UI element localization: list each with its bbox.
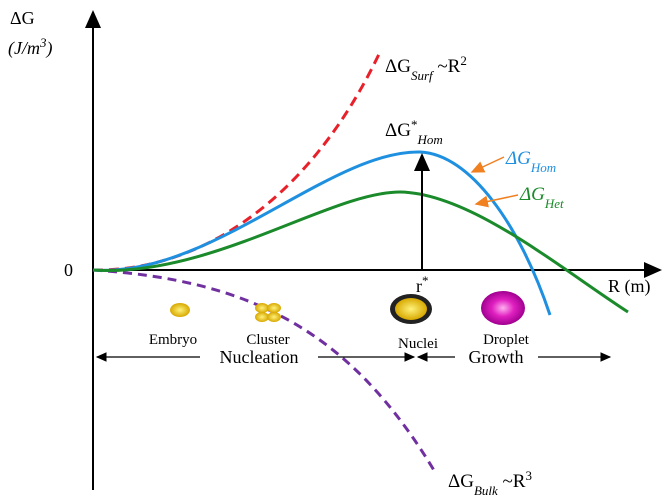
hom-curve <box>92 150 552 316</box>
cluster-icon <box>255 303 281 322</box>
het-sub: Het <box>544 196 564 211</box>
stage-label: Cluster <box>246 332 289 348</box>
hom-base: ΔG <box>505 148 531 169</box>
droplet-icon <box>481 291 525 325</box>
hom-label: ΔGHom <box>505 148 556 175</box>
surf-rest: ~R <box>433 56 461 77</box>
bulk-sub: Bulk <box>474 483 498 496</box>
x-label: R (m) <box>608 276 651 297</box>
r-star: r* <box>416 273 429 297</box>
surface-curve <box>92 51 382 272</box>
y-unit-open: (J/m <box>8 38 40 59</box>
barrier-sup: * <box>411 117 418 132</box>
nuclei-icon <box>390 294 432 324</box>
r-sup: * <box>422 273 429 288</box>
het-base: ΔG <box>519 184 545 205</box>
surf-sup: 2 <box>460 53 467 68</box>
origin-label: 0 <box>64 260 73 280</box>
surf-label: ΔGSurf ~R2 <box>385 53 467 83</box>
stage-label: Droplet <box>483 332 530 348</box>
surf-base: ΔG <box>385 56 411 77</box>
stage-label: Embryo <box>149 332 197 348</box>
y-unit: (J/m3) <box>8 35 52 60</box>
y-unit-close: ) <box>45 38 52 59</box>
hom-sub: Hom <box>530 160 556 175</box>
bulk-rest: ~R <box>498 471 526 492</box>
phase-label: Growth <box>469 347 524 367</box>
bulk-curve <box>92 268 437 473</box>
het-label: ΔGHet <box>519 184 564 211</box>
surf-sub: Surf <box>411 68 435 83</box>
stage-label: Nuclei <box>398 336 438 352</box>
barrier-label: ΔG*Hom <box>385 117 443 147</box>
bulk-sup: 3 <box>525 468 532 483</box>
het-curve <box>92 190 629 314</box>
bulk-base: ΔG <box>448 471 474 492</box>
y-label: ΔG <box>10 8 35 28</box>
y-unit-sup: 3 <box>39 35 47 50</box>
barrier-base: ΔG <box>385 120 411 141</box>
barrier-sub: Hom <box>416 132 442 147</box>
embryo-icon <box>170 303 190 317</box>
hom-pointer <box>470 156 505 173</box>
phase-label: Nucleation <box>220 347 299 367</box>
het-pointer <box>474 194 519 208</box>
bulk-label: ΔGBulk ~R3 <box>448 468 532 496</box>
r-base: r <box>416 276 422 296</box>
